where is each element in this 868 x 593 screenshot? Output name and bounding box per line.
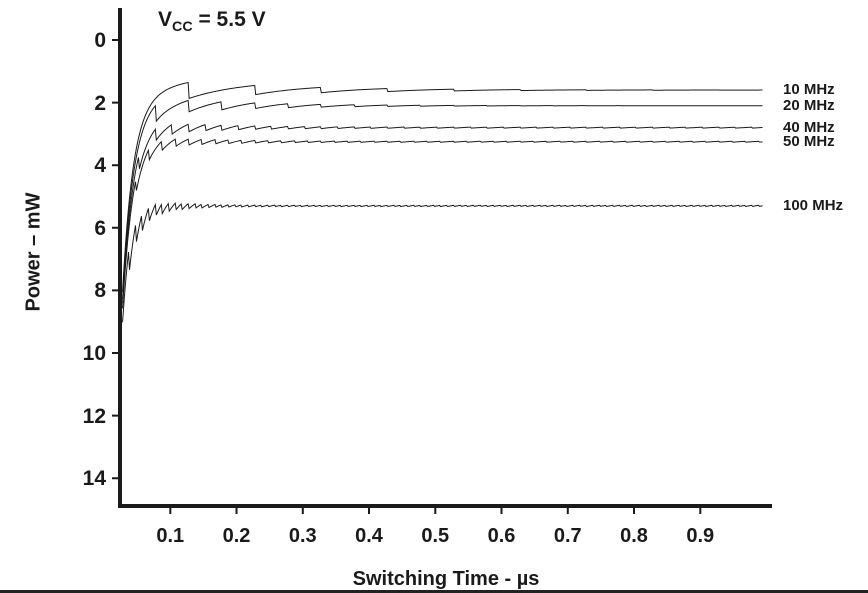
series-label-50mhz: 50 MHz <box>783 132 835 150</box>
x-tick-label: 0.7 <box>553 525 582 547</box>
y-tick-label: 2 <box>94 91 106 115</box>
vcc-subscript: CC <box>172 19 193 36</box>
curve-20mhz <box>122 99 763 300</box>
y-tick-label: 12 <box>82 404 106 428</box>
bottom-rule <box>0 590 868 593</box>
series-label-40mhz: 40 MHz <box>783 118 835 136</box>
vcc-value: = 5.5 V <box>192 8 266 31</box>
axes <box>118 8 772 508</box>
x-tick-label: 0.6 <box>487 525 516 547</box>
vcc-symbol: V <box>158 8 173 31</box>
y-tick-label: 14 <box>82 467 106 491</box>
curve-10mhz <box>122 81 763 292</box>
x-tick-label: 0.1 <box>156 525 185 547</box>
x-tick-label: 0.5 <box>421 525 450 547</box>
x-tick-label: 0.3 <box>288 525 317 547</box>
x-tick-label: 0.9 <box>686 525 715 547</box>
series-label-20mhz: 20 MHz <box>783 96 835 114</box>
axis-ticks <box>112 39 702 514</box>
x-tick-label: 0.2 <box>222 525 251 547</box>
y-axis-title: Power – mW <box>22 192 45 312</box>
x-tick-label: 0.4 <box>355 525 383 547</box>
curve-50mhz <box>122 138 763 309</box>
y-tick-label: 0 <box>94 29 106 52</box>
series-label-10mhz: 10 MHz <box>783 81 835 99</box>
y-tick-label: 4 <box>94 154 106 178</box>
y-tick-label: 6 <box>94 216 106 240</box>
series-label-100mhz: 100 MHz <box>783 196 844 214</box>
y-tick-label: 8 <box>94 279 106 303</box>
curve-40mhz <box>122 123 763 304</box>
vcc-annotation: VCC = 5.5 V <box>158 8 266 35</box>
x-axis-title: Switching Time - µs <box>352 568 540 590</box>
x-tick-label: 0.8 <box>620 525 648 547</box>
y-tick-label: 10 <box>82 342 106 365</box>
curve-100mhz <box>122 201 763 323</box>
